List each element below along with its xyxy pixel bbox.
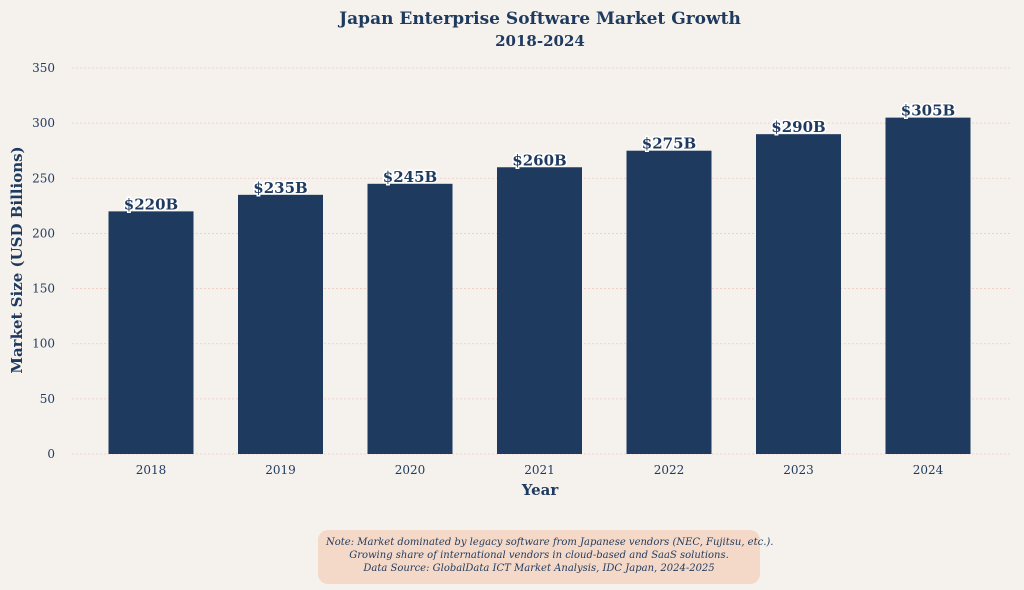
- note-line: Growing share of international vendors i…: [349, 550, 729, 561]
- x-tick-label: 2022: [654, 463, 685, 477]
- bar-data-label: $220B: [124, 195, 178, 213]
- y-tick-label: 100: [32, 337, 55, 351]
- y-tick-labels: 0 50 100 150 200 250 300 350: [32, 61, 55, 461]
- bar-data-label: $275B: [642, 135, 696, 153]
- y-tick-label: 200: [32, 226, 55, 240]
- bar: [367, 183, 453, 455]
- x-tick-label: 2021: [524, 463, 555, 477]
- y-tick-label: 350: [32, 61, 55, 75]
- bar-data-labels: $220B $235B $245B $260B $275B $290B $305B: [122, 100, 956, 215]
- bar: [626, 150, 712, 454]
- y-axis-label: Market Size (USD Billions): [8, 146, 26, 373]
- y-tick-label: 0: [47, 447, 55, 461]
- x-tick-label: 2020: [395, 463, 426, 477]
- bar: [885, 117, 971, 454]
- bars: [108, 117, 971, 455]
- y-tick-label: 150: [32, 282, 55, 296]
- bar: [108, 211, 194, 454]
- bar-data-label: $290B: [771, 118, 825, 136]
- x-axis-label: Year: [521, 481, 560, 499]
- y-tick-label: 250: [32, 171, 55, 185]
- x-tick-label: 2023: [783, 463, 814, 477]
- y-tick-label: 300: [32, 116, 55, 130]
- chart-title: Japan Enterprise Software Market Growth: [337, 9, 741, 29]
- note-line: Note: Market dominated by legacy softwar…: [326, 537, 774, 548]
- x-tick-label: 2019: [265, 463, 296, 477]
- bar-data-label: $260B: [512, 151, 566, 169]
- y-tick-label: 50: [40, 392, 55, 406]
- x-tick-labels: 2018 2019 2020 2021 2022 2023 2024: [136, 463, 944, 477]
- note-line: Data Source: GlobalData ICT Market Analy…: [363, 563, 715, 574]
- chart-subtitle: 2018-2024: [495, 32, 585, 50]
- bar-data-label: $235B: [253, 179, 307, 197]
- bar-data-label: $305B: [901, 102, 955, 120]
- x-tick-label: 2018: [136, 463, 167, 477]
- bar: [497, 167, 582, 454]
- x-tick-label: 2024: [913, 463, 944, 477]
- note-box: Note: Market dominated by legacy softwar…: [318, 530, 774, 584]
- bar-data-label: $245B: [383, 168, 437, 186]
- bar: [756, 134, 841, 454]
- bar: [238, 194, 323, 455]
